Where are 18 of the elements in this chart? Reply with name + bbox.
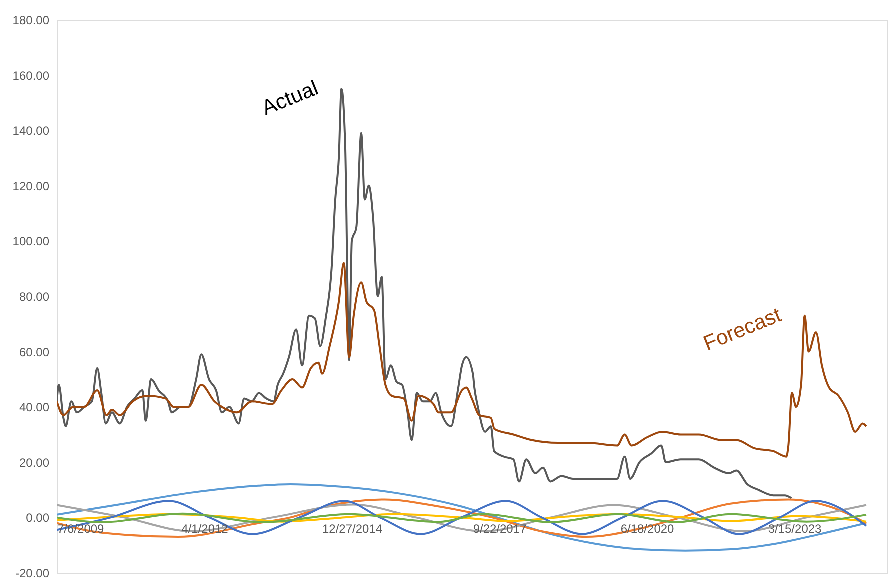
y-tick-label: 0.00: [26, 511, 50, 526]
x-tick-label: 4/1/2012: [182, 522, 229, 536]
y-tick-label: 80.00: [19, 290, 50, 304]
y-tick-label: 160.00: [12, 68, 50, 83]
text: Actual: [258, 76, 322, 120]
y-tick-label: -20.00: [15, 566, 50, 580]
line-series: [57, 262, 868, 458]
y-tick-label: 60.00: [19, 345, 50, 360]
line-series: [57, 484, 868, 552]
x-tick-label: 12/27/2014: [322, 522, 383, 536]
x-tick-label: 9/22/2017: [473, 522, 528, 536]
y-tick-label: 140.00: [12, 124, 50, 138]
y-tick-label: 180.00: [12, 14, 50, 28]
y-tick-label: 120.00: [12, 179, 50, 194]
y-tick-label: 100.00: [12, 234, 50, 249]
y-tick-label: 20.00: [19, 456, 50, 470]
x-tick-label: 3/15/2023: [768, 522, 822, 536]
y-tick-label: 40.00: [19, 400, 50, 415]
